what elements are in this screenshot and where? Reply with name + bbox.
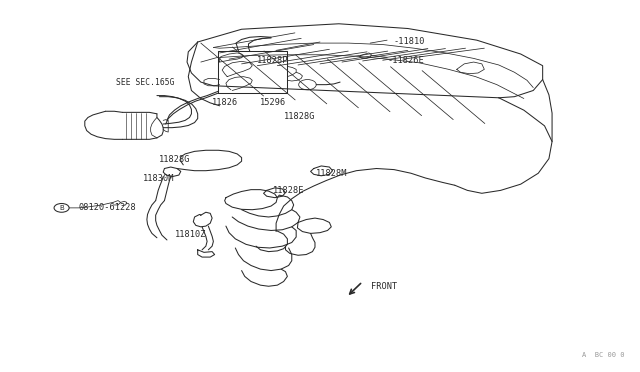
Text: 11828G: 11828G: [284, 112, 316, 121]
Text: FRONT: FRONT: [371, 282, 397, 291]
Text: 11830M: 11830M: [143, 174, 174, 183]
Circle shape: [299, 80, 316, 90]
Text: 11828G: 11828G: [159, 155, 190, 164]
Text: 11828E: 11828E: [273, 186, 305, 195]
Text: 11828P: 11828P: [257, 56, 289, 65]
Text: B: B: [60, 205, 64, 211]
Text: 11810Z: 11810Z: [175, 230, 206, 238]
Circle shape: [54, 203, 69, 212]
Text: 15296: 15296: [260, 98, 286, 107]
Text: 11826: 11826: [212, 98, 238, 107]
Text: 08120-61228: 08120-61228: [79, 203, 136, 212]
Text: -11826E: -11826E: [387, 56, 424, 65]
Text: -11810: -11810: [394, 38, 425, 46]
Text: SEE SEC.165G: SEE SEC.165G: [116, 78, 175, 87]
Text: 11828M: 11828M: [316, 169, 347, 178]
Text: A  BC 00 0: A BC 00 0: [582, 352, 624, 358]
